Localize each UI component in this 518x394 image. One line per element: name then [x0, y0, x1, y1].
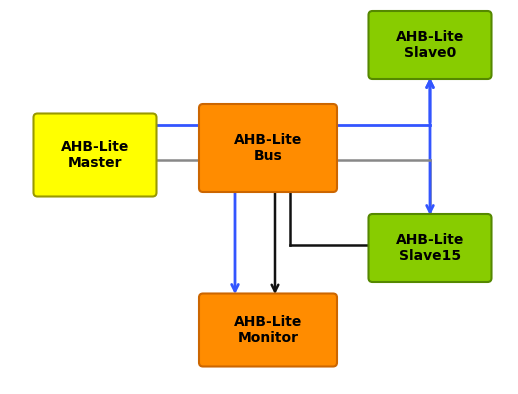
- FancyBboxPatch shape: [368, 11, 492, 79]
- Text: AHB-Lite
Bus: AHB-Lite Bus: [234, 133, 302, 163]
- FancyBboxPatch shape: [34, 113, 156, 197]
- Text: AHB-Lite
Monitor: AHB-Lite Monitor: [234, 315, 302, 345]
- FancyBboxPatch shape: [199, 104, 337, 192]
- FancyBboxPatch shape: [368, 214, 492, 282]
- Text: AHB-Lite
Slave15: AHB-Lite Slave15: [396, 233, 464, 263]
- Text: AHB-Lite
Master: AHB-Lite Master: [61, 140, 129, 170]
- FancyBboxPatch shape: [199, 294, 337, 366]
- Text: AHB-Lite
Slave0: AHB-Lite Slave0: [396, 30, 464, 60]
